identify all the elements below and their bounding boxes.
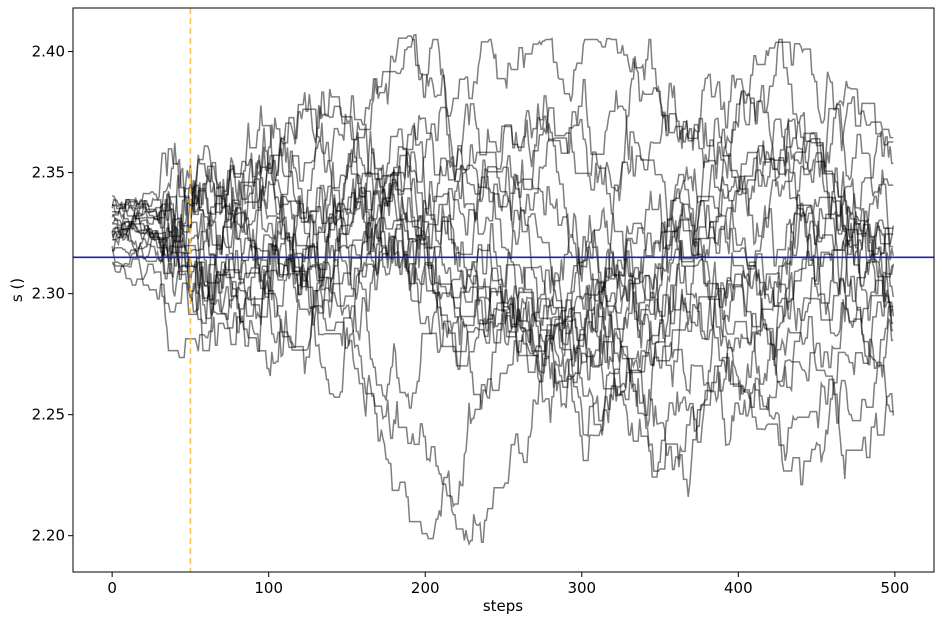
- x-tick-label: 300: [567, 579, 596, 597]
- x-tick-label: 100: [254, 579, 283, 597]
- walker-trace: [112, 233, 895, 540]
- walker-trace: [111, 108, 894, 478]
- y-tick-label: 2.30: [32, 285, 65, 303]
- x-tick-label: 0: [107, 579, 117, 597]
- x-tick-label: 200: [411, 579, 440, 597]
- x-axis-label: steps: [483, 597, 523, 615]
- x-tick-label: 500: [881, 579, 910, 597]
- y-axis: 2.20 2.25 2.30 2.35 2.40: [32, 43, 73, 545]
- y-axis-label: s (): [8, 278, 26, 302]
- x-axis: 0 100 200 300 400 500: [107, 572, 909, 597]
- walker-traces: [111, 34, 895, 546]
- reference-lines: [73, 8, 934, 572]
- walker-trace: [112, 104, 895, 326]
- walker-trace: [112, 37, 894, 292]
- y-tick-label: 2.25: [32, 406, 65, 424]
- walker-trace: [112, 117, 894, 410]
- walker-trace: [111, 133, 894, 388]
- x-tick-label: 400: [724, 579, 753, 597]
- y-tick-label: 2.20: [32, 527, 65, 545]
- plot-frame: [72, 7, 935, 573]
- y-tick-label: 2.35: [32, 164, 65, 182]
- walker-trace: [111, 237, 894, 546]
- walker-trace: [111, 34, 894, 471]
- walker-trace: [112, 78, 894, 461]
- walker-trace: [112, 38, 894, 341]
- y-tick-label: 2.40: [32, 43, 65, 61]
- walker-trace: [112, 56, 895, 303]
